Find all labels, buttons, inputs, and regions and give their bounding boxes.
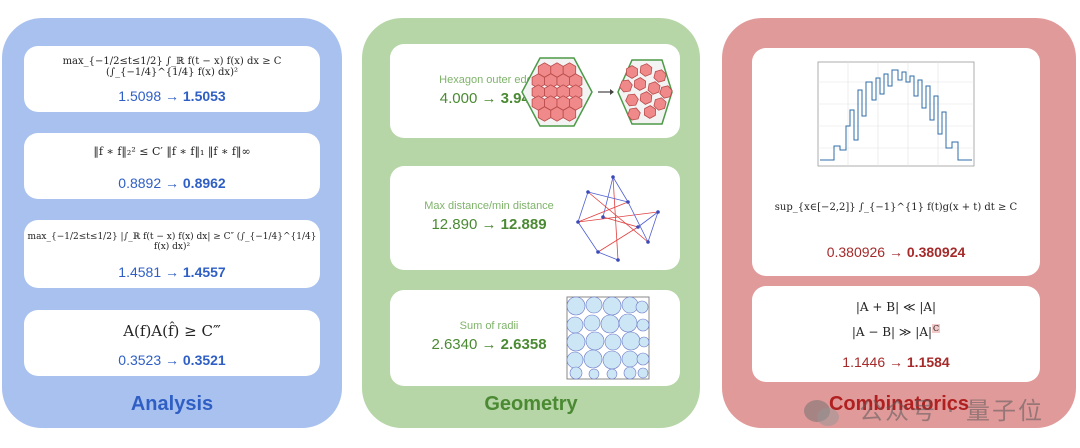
geometry-label-2: Max distance/min distance (424, 200, 554, 212)
analysis-formula-2: ‖f ∗ f‖₂² ≤ C′ ‖f ∗ f‖₁ ‖f ∗ f‖∞ (93, 145, 251, 158)
packed-circle (623, 366, 637, 380)
packed-circle (621, 350, 639, 368)
unit-hexagons-after (619, 63, 673, 121)
packed-circles (566, 296, 650, 380)
analysis-card-1: max_{−1/2≤t≤1/2} ∫_ℝ f(t − x) f(x) dx ≥ … (24, 46, 320, 112)
packed-circle (600, 314, 620, 334)
combinatorics-score-2: 1.1446 → 1.1584 (842, 354, 950, 370)
unit-hexagon (550, 106, 564, 122)
packed-circle (602, 296, 622, 316)
packed-circle (637, 367, 649, 379)
combinatorics-formula-2a: |A + B| ≪ |A| (855, 300, 937, 314)
unit-hexagon (639, 63, 653, 77)
analysis-card-2: ‖f ∗ f‖₂² ≤ C′ ‖f ∗ f‖₁ ‖f ∗ f‖∞ 0.8892 … (24, 133, 320, 199)
packed-circle (618, 313, 638, 333)
geometry-card-1: Hexagon outer edge 4.000 → 3.942 (390, 44, 680, 138)
watermark-text: 公众号 · 量子位 (859, 397, 1044, 425)
unit-hexagon (633, 77, 647, 91)
step-function-line (820, 69, 972, 161)
unit-hexagon (653, 69, 667, 83)
combinatorics-card-1: sup_{x∈[−2,2]} ∫_{−1}^{1} f(t)g(x + t) d… (752, 48, 1040, 276)
combinatorics-title: Combinatorics (828, 393, 970, 415)
transition-arrowhead (610, 89, 614, 95)
analysis-title: Analysis (130, 393, 214, 415)
packed-circle (606, 368, 618, 380)
packed-circle (585, 331, 605, 351)
analysis-score-4: 0.3523 → 0.3521 (118, 352, 226, 368)
packed-circle (566, 351, 584, 369)
analysis-formula-4: A(f)A(f̂) ≥ C‴ (123, 322, 221, 340)
packed-circle (621, 331, 641, 351)
unit-hexagon (626, 65, 638, 79)
packed-circle (566, 332, 586, 352)
packed-circle (566, 296, 586, 316)
geometry-label-1: Hexagon outer edge (439, 74, 539, 86)
unit-hexagon (619, 79, 633, 93)
unit-hexagon (537, 106, 552, 122)
packed-circle (569, 366, 583, 380)
wechat-icon (804, 400, 839, 426)
analysis-card-3: max_{−1/2≤t≤1/2} |∫_ℝ f(t − x) f(x) dx| … (24, 220, 320, 288)
analysis-panel: max_{−1/2≤t≤1/2} ∫_ℝ f(t − x) f(x) dx ≥ … (2, 18, 342, 428)
unit-hexagon (659, 85, 673, 99)
geometry-score-3: 2.6340 → 2.6358 (431, 336, 547, 353)
unit-hexagon (562, 106, 577, 122)
packed-circle (566, 316, 584, 334)
packed-circle (583, 349, 603, 369)
packed-circle (621, 296, 639, 314)
packed-circle (636, 318, 650, 332)
combinatorics-score-1: 0.380926 → 0.380924 (826, 244, 966, 260)
graph-edges (577, 176, 659, 261)
packed-circle (588, 368, 600, 380)
packed-circle (635, 300, 649, 314)
analysis-formula-1: max_{−1/2≤t≤1/2} ∫_ℝ f(t − x) f(x) dx ≥ … (62, 56, 282, 78)
packed-circle (583, 314, 601, 332)
packed-circle (604, 333, 622, 351)
packed-circle (585, 296, 603, 314)
geometry-title: Geometry (484, 393, 578, 415)
unit-hexagon (625, 93, 639, 107)
analysis-score-2: 0.8892 → 0.8962 (118, 175, 226, 191)
analysis-formula-3: max_{−1/2≤t≤1/2} |∫_ℝ f(t − x) f(x) dx| … (27, 232, 317, 252)
packed-circle (602, 350, 622, 370)
combinatorics-panel: sup_{x∈[−2,2]} ∫_{−1}^{1} f(t)g(x + t) d… (722, 18, 1076, 428)
analysis-score-3: 1.4581 → 1.4557 (118, 264, 226, 280)
hexagon-packing-figure (521, 57, 673, 127)
unit-hexagon (643, 105, 657, 119)
packed-circle (638, 336, 650, 348)
graph-vertices (576, 175, 660, 262)
packed-circle (636, 352, 650, 366)
geometry-card-2: Max distance/min distance 12.890 → 12.88… (390, 166, 680, 270)
geometry-panel: Hexagon outer edge 4.000 → 3.942 Max dis… (362, 18, 700, 428)
unit-hexagon (647, 81, 661, 95)
unit-hexagons-before (531, 62, 583, 122)
unit-hexagon (639, 91, 653, 105)
geometry-card-3: Sum of radii 2.6340 → 2.6358 (390, 290, 680, 386)
unit-hexagon (653, 97, 667, 111)
step-function-plot (817, 61, 975, 167)
combinatorics-formula-1: sup_{x∈[−2,2]} ∫_{−1}^{1} f(t)g(x + t) d… (774, 202, 1018, 213)
geometry-label-3: Sum of radii (459, 320, 519, 332)
analysis-card-4: A(f)A(f̂) ≥ C‴ 0.3523 → 0.3521 (24, 310, 320, 376)
unit-hexagon (627, 107, 641, 121)
point-distance-figure (576, 175, 660, 262)
constant-c-highlight: C (932, 324, 941, 333)
geometry-score-2: 12.890 → 12.889 (431, 216, 547, 233)
combinatorics-formula-2b: |A − B| ≫ |A|C (851, 324, 941, 339)
combinatorics-card-2: |A + B| ≪ |A| |A − B| ≫ |A|C 1.1446 → 1.… (752, 286, 1040, 382)
circle-packing-figure (566, 296, 650, 380)
analysis-score-1: 1.5098 → 1.5053 (118, 88, 226, 104)
